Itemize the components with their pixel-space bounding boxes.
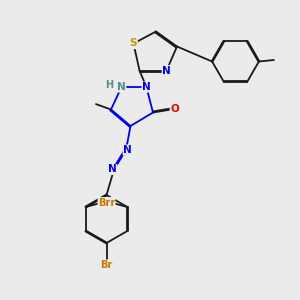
Text: S: S <box>130 38 137 49</box>
Text: Br: Br <box>98 197 110 208</box>
Text: N: N <box>142 82 151 92</box>
Text: O: O <box>170 104 179 115</box>
Text: Br: Br <box>100 260 112 270</box>
Text: N: N <box>123 145 132 155</box>
Text: N: N <box>108 164 117 175</box>
Text: Br: Br <box>103 197 115 208</box>
Text: H: H <box>105 80 113 90</box>
Text: N: N <box>162 65 171 76</box>
Text: N: N <box>117 82 126 92</box>
